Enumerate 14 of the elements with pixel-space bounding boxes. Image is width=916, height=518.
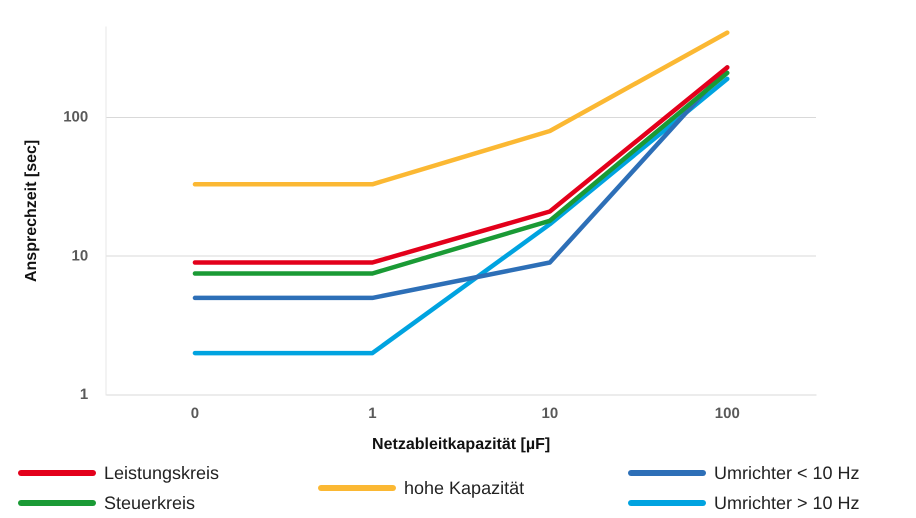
legend-label: hohe Kapazität — [404, 478, 524, 498]
legend-label: Umrichter < 10 Hz — [714, 462, 860, 484]
legend-label: Umrichter > 10 Hz — [714, 492, 860, 514]
x-tick-label: 10 — [541, 404, 558, 422]
x-axis-title: Netzableitkapazität [µF] — [372, 436, 550, 453]
y-tick-label: 10 — [72, 247, 88, 264]
legend-label: Steuerkreis — [104, 492, 196, 514]
y-axis-title: Ansprechzeit [sec] — [23, 140, 40, 282]
x-tick-label: 0 — [190, 404, 200, 422]
y-tick-label: 100 — [63, 108, 88, 126]
legend-label: Leistungskreis — [104, 462, 220, 484]
y-tick-label: 1 — [80, 386, 88, 403]
x-tick-label: 100 — [714, 404, 740, 422]
x-tick-label: 1 — [368, 404, 377, 422]
